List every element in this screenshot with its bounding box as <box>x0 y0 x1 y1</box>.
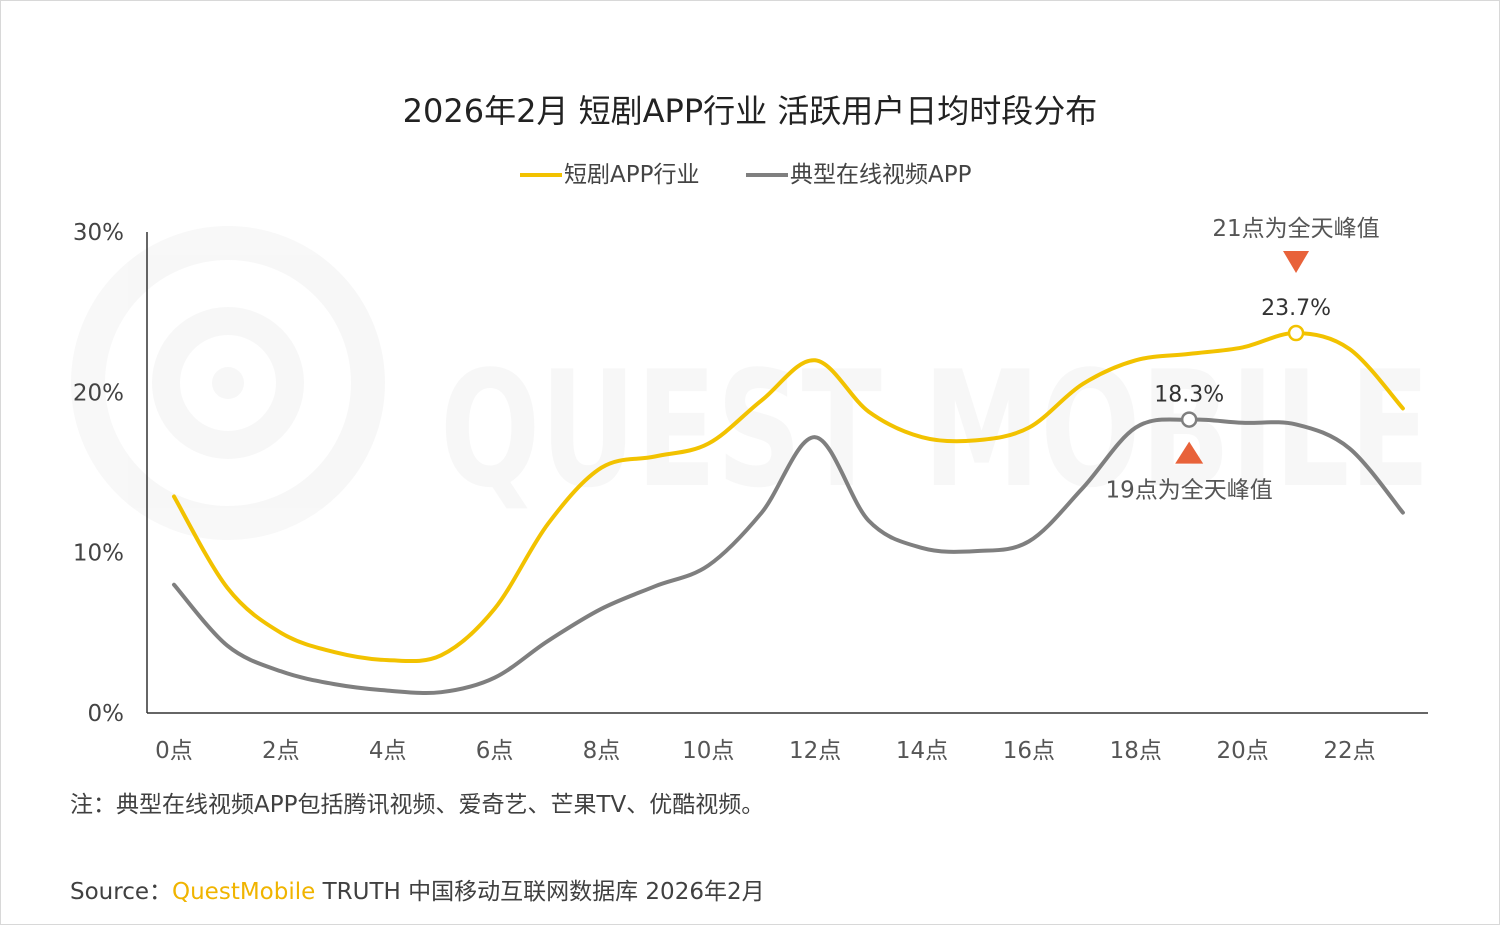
source-line: Source：QuestMobile TRUTH 中国移动互联网数据库 2026… <box>70 872 765 906</box>
footnote: 注：典型在线视频APP包括腾讯视频、爱奇艺、芒果TV、优酷视频。 <box>70 792 765 818</box>
y-tick-label: 20% <box>73 380 124 406</box>
y-tick-label: 0% <box>88 701 125 727</box>
chart-title: 2026年2月 短剧APP行业 活跃用户日均时段分布 <box>403 92 1098 130</box>
peak-arrow <box>1175 441 1204 464</box>
source-rest: TRUTH 中国移动互联网数据库 2026年2月 <box>315 879 765 905</box>
series-line <box>172 330 1405 664</box>
watermark-text: QUEST MOBILE <box>440 336 1430 523</box>
y-tick-label: 10% <box>73 541 124 567</box>
peak-callout: 19点为全天峰值 <box>1106 478 1273 504</box>
source-brand: QuestMobile <box>172 879 316 905</box>
peak-value-label: 18.3% <box>1154 383 1224 408</box>
peak-callout: 21点为全天峰值 <box>1212 216 1379 242</box>
x-tick-label: 6点 <box>476 738 514 764</box>
x-tick-label: 2点 <box>262 738 300 764</box>
x-tick-label: 8点 <box>583 738 621 764</box>
x-tick-label: 0点 <box>155 738 193 764</box>
x-tick-label: 12点 <box>789 738 841 764</box>
x-tick-label: 14点 <box>896 738 948 764</box>
y-axis: 0% 10% 20% 30% <box>73 220 148 727</box>
source-prefix: Source： <box>70 879 172 905</box>
y-tick-label: 30% <box>73 220 124 246</box>
peak-arrow <box>1283 251 1310 274</box>
legend: 短剧APP行业 典型在线视频APP <box>520 162 972 188</box>
peak-marker <box>1287 324 1305 342</box>
legend-label: 典型在线视频APP <box>790 162 972 188</box>
peak-value-label: 23.7% <box>1261 296 1331 321</box>
x-tick-label: 10点 <box>682 738 734 764</box>
legend-label: 短剧APP行业 <box>564 162 699 188</box>
x-tick-label: 4点 <box>369 738 407 764</box>
annotation-layer: 23.7% 21点为全天峰值 18.3% 19点为全天峰值 <box>1106 216 1380 504</box>
watermark: QUEST MOBILE <box>71 226 1430 540</box>
x-tick-label: 16点 <box>1003 738 1055 764</box>
x-tick-label: 22点 <box>1323 738 1375 764</box>
x-tick-label: 20点 <box>1216 738 1268 764</box>
peak-marker <box>1180 411 1198 428</box>
x-tick-label: 18点 <box>1110 738 1162 764</box>
x-axis: 0点 2点 4点 6点 8点 10点 12点 14点 16点 18点 20点 22点 <box>147 712 1428 764</box>
